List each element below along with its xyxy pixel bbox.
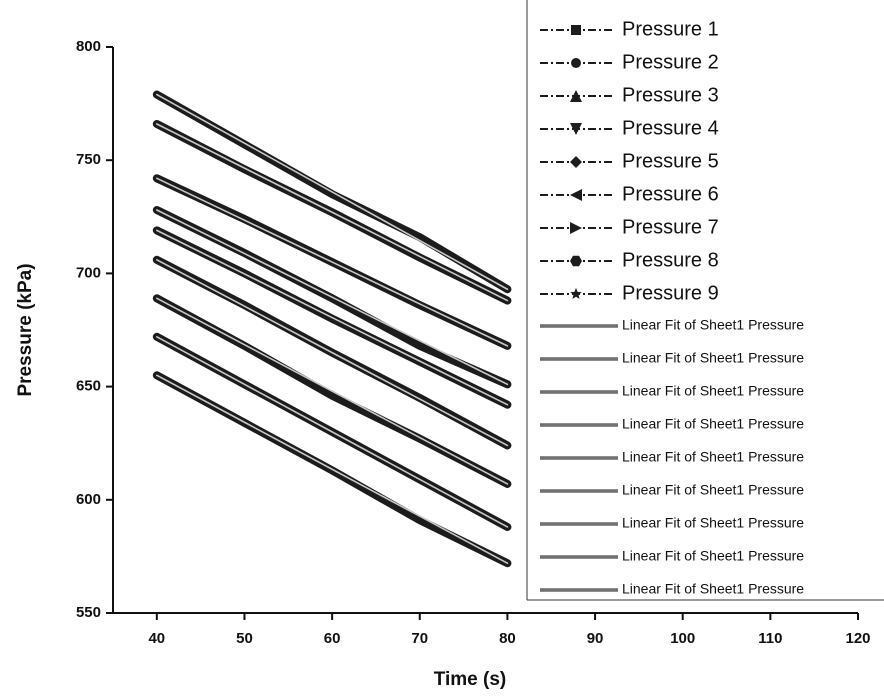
x-tick-label: 120 [845, 630, 870, 647]
y-tick-label: 550 [76, 604, 101, 621]
legend-label: Pressure 7 [622, 216, 719, 238]
legend-marker [570, 288, 582, 299]
legend-label: Linear Fit of Sheet1 Pressure [622, 383, 804, 399]
y-tick-label: 650 [76, 378, 101, 395]
fit-line [156, 374, 509, 564]
legend-label: Pressure 3 [622, 84, 719, 106]
x-tick-label: 110 [758, 630, 782, 647]
legend-label: Linear Fit of Sheet1 Pressure [622, 482, 804, 498]
x-axis-title: Time (s) [434, 669, 507, 690]
legend-marker [570, 123, 582, 135]
legend-label: Linear Fit of Sheet1 Pressure [622, 416, 804, 432]
fit-line [156, 297, 509, 485]
fit-line [156, 335, 509, 528]
legend-marker [570, 189, 582, 201]
y-axis-title: Pressure (kPa) [15, 263, 36, 396]
legend-label: Linear Fit of Sheet1 Pressure [622, 548, 804, 564]
legend-marker [571, 58, 581, 68]
y-tick-label: 800 [76, 38, 101, 55]
fit-line [156, 93, 509, 291]
legend-marker [570, 255, 582, 267]
legend-label: Pressure 1 [622, 18, 719, 40]
legend-label: Pressure 9 [622, 282, 719, 304]
legend-label: Linear Fit of Sheet1 Pressure [622, 515, 804, 531]
fit-line [156, 209, 509, 386]
legend-marker [570, 156, 582, 168]
legend-marker [570, 90, 582, 102]
fit-line [156, 177, 509, 347]
x-tick-label: 50 [236, 630, 253, 647]
y-tick-label: 600 [76, 491, 101, 508]
legend-label: Linear Fit of Sheet1 Pressure [622, 449, 804, 465]
x-tick-label: 100 [670, 630, 695, 647]
y-tick-label: 750 [76, 151, 101, 168]
legend-label: Pressure 2 [622, 51, 719, 73]
legend-label: Pressure 5 [622, 150, 719, 172]
x-tick-label: 40 [148, 630, 165, 647]
legend-label: Linear Fit of Sheet1 Pressure [622, 317, 804, 333]
x-tick-label: 70 [411, 630, 428, 647]
legend-label: Linear Fit of Sheet1 Pressure [622, 581, 804, 597]
legend-label: Pressure 8 [622, 249, 719, 271]
x-tick-label: 60 [324, 630, 341, 647]
legend-label: Pressure 4 [622, 117, 719, 139]
fit-line [156, 123, 509, 302]
legend-label: Pressure 6 [622, 183, 719, 205]
x-tick-label: 80 [499, 630, 516, 647]
fit-line [156, 259, 509, 447]
legend-marker [571, 25, 581, 35]
legend-marker [570, 222, 582, 234]
x-tick-label: 90 [587, 630, 604, 647]
legend-label: Linear Fit of Sheet1 Pressure [622, 350, 804, 366]
y-tick-label: 700 [76, 264, 101, 281]
fit-line [156, 229, 509, 406]
